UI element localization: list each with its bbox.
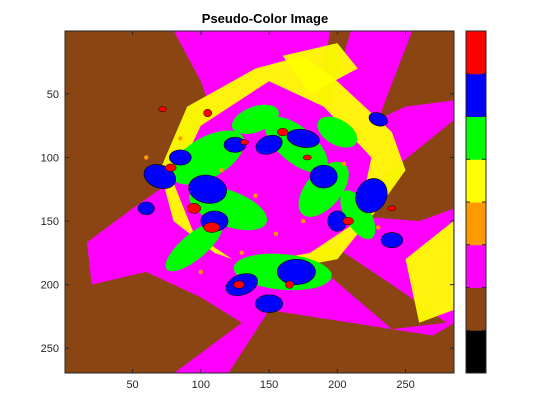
- colorbar-segment: [466, 202, 486, 246]
- red-spot: [203, 222, 221, 233]
- x-tick-label: 200: [328, 379, 346, 391]
- orange-speck: [253, 193, 258, 198]
- red-spot: [240, 139, 249, 146]
- y-axis: 50 100 150 200 250: [41, 89, 454, 355]
- brown-region: [65, 36, 242, 373]
- red-spot: [186, 203, 202, 214]
- orange-speck: [273, 231, 279, 236]
- blue-blob: [380, 232, 404, 249]
- green-petal: [317, 116, 358, 148]
- orange-speck: [376, 225, 381, 230]
- blue-blob: [137, 201, 155, 216]
- yellow-region: [282, 43, 358, 94]
- yellow-region: [405, 221, 454, 323]
- x-axis: 50 100 150 200 250: [126, 31, 415, 391]
- blue-blob: [188, 174, 227, 204]
- y-tick-label: 250: [41, 343, 59, 355]
- colorbar-segment: [466, 31, 486, 75]
- y-tick-label: 150: [41, 216, 59, 228]
- colorbar-segment: [466, 287, 486, 331]
- colorbar-segment: [466, 116, 486, 160]
- colorbar-segment: [466, 159, 486, 203]
- orange-speck: [178, 136, 183, 141]
- blue-blob: [255, 134, 283, 155]
- orange-speck: [239, 250, 244, 256]
- y-tick-label: 50: [47, 89, 59, 101]
- blue-blob: [276, 258, 316, 285]
- x-tick-label: 150: [260, 379, 278, 391]
- red-spot: [233, 280, 245, 289]
- blue-blob: [255, 294, 284, 313]
- orange-speck: [198, 269, 204, 275]
- blue-blob: [169, 149, 192, 166]
- red-spot: [302, 154, 312, 161]
- x-tick-label: 100: [192, 379, 210, 391]
- orange-speck: [144, 155, 149, 160]
- y-tick-label: 200: [41, 280, 59, 292]
- orange-speck: [300, 218, 306, 224]
- red-spot: [158, 106, 167, 112]
- chart-title: Pseudo-Color Image: [202, 11, 328, 26]
- colorbar-segment: [466, 244, 486, 288]
- colorbar-box: [465, 30, 487, 374]
- image-axes: 50 100 150 200 250 50 100 150 200 250: [41, 30, 455, 391]
- axes-box: [64, 30, 455, 374]
- colorbar: [465, 30, 487, 374]
- brown-region: [228, 310, 454, 373]
- blue-blob: [355, 178, 388, 214]
- brown-region: [65, 31, 215, 259]
- brown-region: [378, 31, 454, 120]
- red-spot: [276, 128, 289, 137]
- green-petal: [231, 104, 279, 134]
- x-tick-label: 50: [126, 379, 138, 391]
- pseudo-color-image: [65, 31, 454, 373]
- orange-speck: [341, 161, 347, 167]
- y-tick-label: 100: [41, 153, 59, 165]
- blue-blob: [368, 112, 388, 127]
- colorbar-segment: [466, 330, 486, 374]
- colorbar-segment: [466, 73, 486, 117]
- green-petal: [165, 221, 223, 272]
- red-spot: [203, 108, 212, 118]
- blue-blob: [309, 164, 338, 189]
- green-petal: [340, 190, 376, 240]
- red-spot: [387, 205, 397, 212]
- red-spot: [285, 280, 294, 289]
- red-spot: [165, 163, 177, 172]
- x-tick-label: 250: [396, 379, 414, 391]
- red-spot: [342, 217, 354, 226]
- orange-speck: [219, 168, 224, 173]
- blue-blob: [286, 128, 320, 148]
